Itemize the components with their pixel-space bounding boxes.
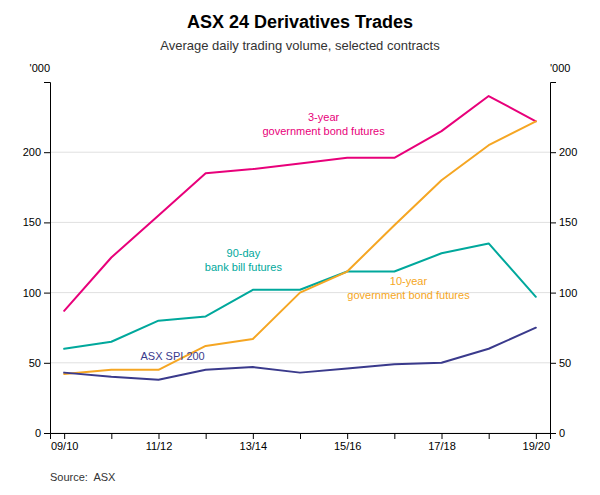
axis-line — [51, 434, 551, 440]
tick-mark — [536, 433, 537, 439]
tick-label: 150 — [559, 216, 577, 228]
tick-mark — [550, 363, 556, 364]
lines — [64, 96, 536, 380]
tick: 0 — [550, 427, 565, 439]
tick-mark — [44, 222, 50, 223]
tick-label: 11/12 — [146, 440, 173, 452]
tick-mark — [550, 433, 556, 434]
tick-label: 0 — [35, 427, 41, 439]
chart: ASX 24 Derivatives Trades Average daily t… — [0, 0, 600, 495]
tick: 100 — [23, 287, 50, 299]
annotation-line: ASX SPI 200 — [141, 350, 205, 362]
grid-line — [50, 152, 550, 153]
annotation: 90-day bank bill futures — [205, 247, 283, 273]
tick-label: 200 — [559, 146, 577, 158]
tick — [394, 433, 395, 439]
axis-line — [551, 83, 557, 434]
tick-label: 13/14 — [240, 440, 268, 452]
tick-label: 09/10 — [51, 440, 79, 452]
y-axis: 0 50 100 150 200 — [23, 83, 51, 440]
tick-label: 100 — [23, 287, 41, 299]
axis-line — [44, 83, 51, 434]
tick-mark — [347, 433, 348, 439]
tick-mark — [300, 433, 301, 439]
tick-label: 15/16 — [334, 440, 362, 452]
tick-label: 200 — [23, 146, 41, 158]
plot-area: 09/10 11/12 13/14 15/16 17/18 19/20 0 50 100 150 2… — [23, 62, 578, 452]
tick-mark — [206, 433, 207, 439]
tick-mark — [489, 433, 490, 439]
tick-mark — [550, 152, 556, 153]
annotation: 10-year government bond futures — [347, 275, 470, 301]
tick-mark — [44, 433, 50, 434]
tick-label: 150 — [23, 216, 41, 228]
tick-label: 17/18 — [428, 440, 456, 452]
tick: 50 — [29, 357, 50, 369]
tick: 100 — [550, 287, 577, 299]
tick-label: 100 — [559, 287, 577, 299]
tick-label: 0 — [559, 427, 565, 439]
series-line — [64, 96, 536, 311]
tick: 15/16 — [334, 433, 362, 452]
tick: 17/18 — [428, 433, 456, 452]
tick — [206, 433, 207, 439]
tick: 150 — [550, 216, 577, 228]
annotation-line: government bond futures — [262, 125, 385, 137]
tick-mark — [550, 293, 556, 294]
x-axis: 09/10 11/12 13/14 15/16 17/18 19/20 — [51, 433, 551, 452]
series-line — [64, 328, 536, 380]
tick-mark — [111, 433, 112, 439]
subtitle: Average daily trading volume, selected c… — [160, 38, 440, 53]
tick: 13/14 — [240, 433, 268, 452]
tick-mark — [550, 222, 556, 223]
tick-label: 50 — [559, 357, 571, 369]
series-line — [64, 121, 536, 374]
annotations: 3-year government bond futures 90-day bank … — [141, 111, 471, 362]
tick-mark — [64, 433, 65, 439]
tick-mark — [44, 363, 50, 364]
annotation: ASX SPI 200 — [141, 350, 205, 362]
tick: 09/10 — [51, 433, 79, 452]
annotation-line: bank bill futures — [205, 261, 283, 273]
y2-axis-label: '000 — [550, 62, 570, 74]
tick-mark — [442, 433, 443, 439]
tick-mark — [158, 433, 159, 439]
tick: 11/12 — [146, 433, 173, 452]
tick: 50 — [550, 357, 571, 369]
tick — [489, 433, 490, 439]
annotation-line: 3-year — [308, 111, 340, 123]
tick: 200 — [23, 146, 50, 158]
tick-label: 50 — [29, 357, 41, 369]
tick: 0 — [35, 427, 50, 439]
annotation-line: 10-year — [390, 275, 428, 287]
annotation: 3-year government bond futures — [262, 111, 385, 137]
y2-axis: 0 50 100 150 200 — [550, 83, 577, 440]
tick: 200 — [550, 146, 577, 158]
annotation-line: 90-day — [227, 247, 261, 259]
y-axis-label: '000 — [30, 62, 50, 74]
tick-mark — [44, 293, 50, 294]
source: Source: ASX — [50, 471, 116, 483]
tick-mark — [253, 433, 254, 439]
tick-label: 19/20 — [523, 440, 551, 452]
tick-mark — [44, 152, 50, 153]
tick — [111, 433, 112, 439]
series-line — [64, 243, 536, 348]
annotation-line: government bond futures — [347, 289, 470, 301]
title: ASX 24 Derivatives Trades — [187, 12, 413, 32]
tick-mark — [394, 433, 395, 439]
grid-line — [50, 362, 550, 363]
grid-line — [50, 222, 550, 223]
tick: 150 — [23, 216, 50, 228]
tick: 19/20 — [523, 433, 551, 452]
tick — [300, 433, 301, 439]
